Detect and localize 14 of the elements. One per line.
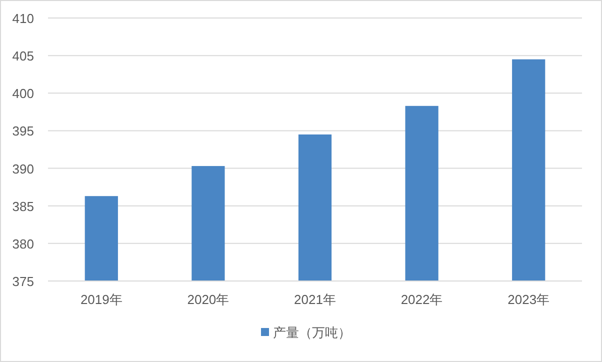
x-tick-label: 2022年 xyxy=(400,292,443,307)
legend-label: 产量（万吨） xyxy=(273,325,351,340)
y-tick-label: 390 xyxy=(12,161,34,176)
y-tick-label: 400 xyxy=(12,86,34,102)
x-tick-label: 2020年 xyxy=(187,292,230,307)
y-tick-label: 385 xyxy=(12,198,34,214)
x-tick-label: 2019年 xyxy=(80,292,122,307)
y-tick-label: 380 xyxy=(12,236,34,252)
y-tick-label: 375 xyxy=(12,274,34,289)
y-tick-label: 405 xyxy=(12,48,34,64)
x-tick-label: 2023年 xyxy=(508,292,550,307)
x-tick-label: 2021年 xyxy=(294,292,336,307)
y-tick-label: 395 xyxy=(12,124,34,139)
y-tick-label: 410 xyxy=(12,11,34,26)
